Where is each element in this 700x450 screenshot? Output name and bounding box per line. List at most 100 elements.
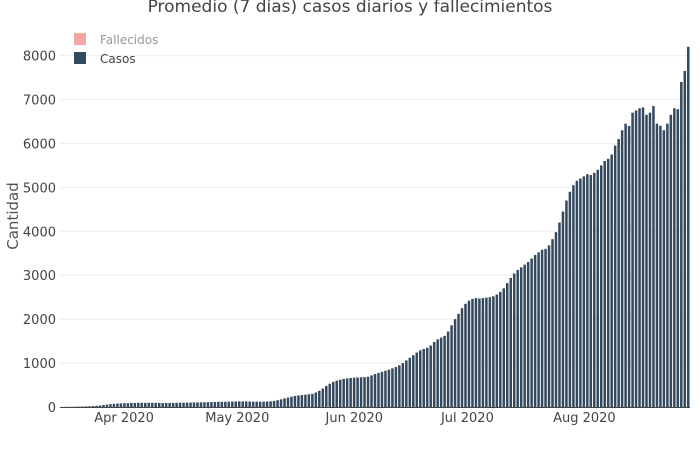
bar-casos[interactable]: [293, 396, 297, 407]
bar-casos[interactable]: [210, 402, 213, 407]
bar-casos[interactable]: [182, 402, 185, 407]
bar-casos[interactable]: [561, 211, 565, 407]
bar-casos[interactable]: [279, 399, 283, 407]
bar-casos[interactable]: [331, 381, 335, 407]
bar-casos[interactable]: [638, 108, 641, 407]
bar-casos[interactable]: [537, 252, 540, 407]
bar-casos[interactable]: [144, 402, 147, 407]
bar-casos[interactable]: [171, 402, 175, 407]
bar-casos[interactable]: [606, 158, 610, 407]
bar-casos[interactable]: [599, 165, 603, 407]
bar-casos[interactable]: [234, 401, 238, 407]
bar-casos[interactable]: [231, 401, 234, 407]
bar-casos[interactable]: [589, 175, 593, 407]
bar-casos[interactable]: [481, 298, 485, 407]
bar-casos[interactable]: [464, 303, 467, 407]
bar-casos[interactable]: [241, 401, 244, 407]
bar-casos[interactable]: [126, 403, 130, 407]
bar-casos[interactable]: [467, 300, 471, 407]
bar-casos[interactable]: [676, 109, 680, 407]
bar-casos[interactable]: [338, 379, 342, 407]
bar-casos[interactable]: [488, 297, 492, 407]
bar-casos[interactable]: [530, 258, 533, 407]
bar-casos[interactable]: [189, 402, 192, 407]
bar-casos[interactable]: [227, 401, 231, 407]
bar-casos[interactable]: [627, 125, 631, 408]
bar-casos[interactable]: [547, 245, 551, 407]
bar-casos[interactable]: [255, 401, 258, 407]
bar-casos[interactable]: [457, 313, 460, 407]
bar-casos[interactable]: [137, 402, 140, 407]
bar-casos[interactable]: [203, 402, 206, 407]
bar-casos[interactable]: [687, 46, 690, 407]
bar-casos[interactable]: [398, 365, 401, 407]
bar-casos[interactable]: [533, 255, 537, 407]
bar-casos[interactable]: [582, 176, 586, 408]
bar-casos[interactable]: [105, 404, 109, 407]
bar-casos[interactable]: [304, 394, 307, 407]
bar-casos[interactable]: [164, 402, 168, 407]
bar-casos[interactable]: [387, 369, 391, 407]
bar-casos[interactable]: [238, 401, 241, 407]
bar-casos[interactable]: [499, 291, 502, 407]
bar-casos[interactable]: [443, 335, 446, 407]
bar-casos[interactable]: [579, 178, 582, 407]
bar-casos[interactable]: [265, 401, 269, 407]
bar-casos[interactable]: [648, 112, 652, 408]
bar-casos[interactable]: [133, 402, 137, 407]
bar-casos[interactable]: [460, 308, 464, 407]
bar-casos[interactable]: [363, 377, 366, 407]
legend-item-casos[interactable]: Casos: [74, 52, 136, 66]
bar-casos[interactable]: [248, 401, 251, 407]
bar-casos[interactable]: [377, 372, 380, 407]
bar-casos[interactable]: [150, 402, 154, 407]
bar-casos[interactable]: [178, 402, 182, 407]
bar-casos[interactable]: [634, 110, 638, 407]
bar-casos[interactable]: [262, 401, 265, 407]
bar-casos[interactable]: [450, 325, 453, 407]
bar-casos[interactable]: [502, 288, 506, 407]
bar-casos[interactable]: [307, 394, 311, 407]
bar-casos[interactable]: [492, 296, 495, 407]
bar-casos[interactable]: [95, 405, 98, 407]
bar-casos[interactable]: [620, 130, 624, 407]
bar-casos[interactable]: [551, 239, 554, 407]
bar-casos[interactable]: [276, 400, 279, 407]
bar-casos[interactable]: [119, 403, 123, 407]
bar-casos[interactable]: [102, 405, 105, 407]
bar-casos[interactable]: [666, 123, 669, 407]
bar-casos[interactable]: [140, 402, 144, 407]
bar-casos[interactable]: [286, 397, 290, 407]
bar-casos[interactable]: [429, 345, 432, 408]
bar-casos[interactable]: [617, 139, 620, 408]
bar-casos[interactable]: [88, 406, 91, 407]
bar-casos[interactable]: [446, 331, 450, 407]
bar-casos[interactable]: [495, 294, 499, 407]
bar-casos[interactable]: [283, 398, 286, 407]
bar-casos[interactable]: [506, 283, 509, 407]
bar-casos[interactable]: [453, 319, 457, 407]
bar-casos[interactable]: [112, 403, 116, 407]
bar-casos[interactable]: [471, 298, 474, 407]
bar-casos[interactable]: [516, 269, 519, 407]
bar-casos[interactable]: [84, 406, 88, 407]
bar-casos[interactable]: [244, 401, 248, 407]
bar-casos[interactable]: [157, 402, 161, 407]
bar-casos[interactable]: [631, 112, 634, 408]
bar-casos[interactable]: [206, 402, 210, 407]
bar-casos[interactable]: [311, 393, 314, 407]
bar-casos[interactable]: [478, 298, 481, 408]
bar-casos[interactable]: [641, 107, 645, 407]
bar-casos[interactable]: [380, 371, 384, 407]
bar-casos[interactable]: [415, 352, 419, 407]
bar-casos[interactable]: [314, 392, 318, 408]
bar-casos[interactable]: [98, 405, 102, 407]
bar-casos[interactable]: [544, 248, 547, 407]
bar-casos[interactable]: [384, 370, 387, 407]
bar-casos[interactable]: [352, 377, 356, 407]
bar-casos[interactable]: [272, 400, 276, 407]
bar-casos[interactable]: [662, 130, 666, 407]
bar-casos[interactable]: [596, 169, 600, 407]
bar-casos[interactable]: [185, 402, 189, 407]
bar-casos[interactable]: [199, 402, 203, 407]
